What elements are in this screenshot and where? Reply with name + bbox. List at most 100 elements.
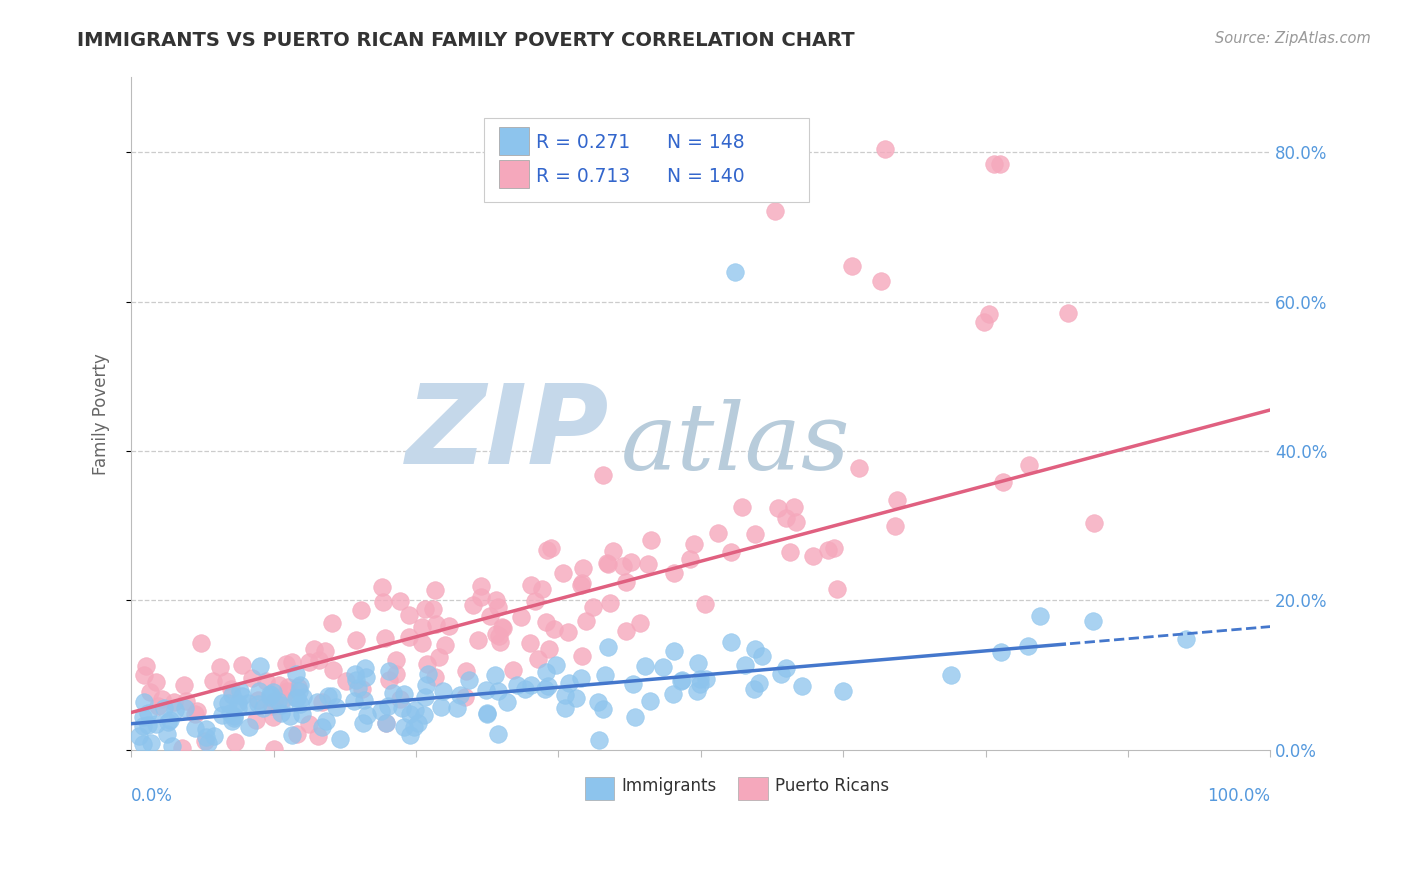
Point (425, 582, 447, 597)
Point (634, 658, 657, 673)
Point (801, 549, 824, 563)
Point (616, 574, 638, 589)
Point (228, 683, 250, 698)
Text: IMMIGRANTS VS PUERTO RICAN FAMILY POVERTY CORRELATION CHART: IMMIGRANTS VS PUERTO RICAN FAMILY POVERT… (77, 31, 855, 50)
Point (276, 684, 298, 698)
Point (502, 663, 524, 677)
Text: 0.0%: 0.0% (131, 787, 173, 805)
Point (217, 696, 239, 710)
Point (329, 732, 352, 747)
Point (683, 536, 706, 550)
Point (136, 706, 159, 721)
Point (716, 163, 738, 178)
Point (432, 683, 454, 698)
Point (988, 156, 1011, 170)
Point (416, 657, 439, 671)
Point (132, 710, 155, 724)
Point (413, 601, 436, 615)
Point (527, 652, 550, 666)
Point (263, 694, 285, 708)
Point (534, 665, 557, 679)
Point (190, 636, 212, 650)
Point (146, 699, 169, 714)
Point (284, 667, 307, 681)
Point (520, 578, 543, 592)
Point (689, 672, 711, 686)
Point (174, 701, 197, 715)
Point (418, 667, 440, 681)
Point (977, 307, 1000, 321)
Point (352, 716, 374, 731)
Point (184, 722, 207, 736)
Point (620, 555, 643, 569)
Point (165, 702, 187, 716)
Point (475, 683, 498, 698)
Point (486, 727, 509, 741)
Point (557, 624, 579, 639)
Point (596, 557, 619, 571)
Point (302, 642, 325, 657)
Point (267, 693, 290, 707)
Point (422, 601, 444, 615)
Point (174, 694, 197, 708)
Point (271, 692, 294, 706)
Point (569, 671, 592, 685)
Point (354, 670, 377, 684)
Point (270, 698, 292, 713)
Point (132, 719, 155, 733)
Point (624, 710, 647, 724)
Point (150, 691, 173, 706)
Point (724, 265, 747, 279)
Point (138, 717, 160, 731)
Point (270, 706, 292, 721)
Point (274, 657, 297, 672)
Point (398, 728, 420, 742)
Point (884, 519, 907, 533)
Point (344, 673, 367, 688)
Point (488, 599, 510, 614)
Text: Immigrants: Immigrants (621, 777, 716, 795)
Point (356, 707, 378, 722)
Point (159, 713, 181, 727)
Point (651, 659, 673, 673)
Point (775, 511, 797, 525)
Point (434, 638, 457, 652)
Point (1029, 609, 1052, 624)
Point (321, 689, 343, 703)
Point (534, 615, 557, 629)
Point (470, 579, 492, 593)
Point (669, 673, 692, 688)
Point (249, 658, 271, 673)
Point (343, 694, 366, 708)
Point (686, 656, 709, 670)
Point (519, 678, 541, 692)
Point (662, 687, 685, 701)
Point (593, 668, 616, 682)
Point (221, 688, 243, 702)
Point (991, 475, 1014, 490)
Point (720, 634, 742, 648)
Point (775, 661, 797, 675)
Point (224, 735, 246, 749)
Point (686, 684, 709, 698)
Point (588, 159, 610, 173)
Point (392, 720, 415, 734)
Point (506, 677, 529, 691)
Point (371, 580, 394, 594)
Point (139, 736, 162, 750)
Point (751, 649, 773, 664)
Point (252, 701, 274, 715)
Point (470, 590, 492, 604)
Text: ZIP: ZIP (406, 380, 610, 487)
Point (766, 500, 789, 515)
Point (731, 500, 754, 514)
Point (385, 653, 408, 667)
Point (544, 658, 567, 673)
Point (128, 729, 150, 743)
Point (1083, 516, 1105, 530)
Point (720, 545, 742, 559)
Point (219, 706, 242, 720)
Point (484, 627, 506, 641)
FancyBboxPatch shape (499, 127, 529, 155)
Point (281, 655, 304, 669)
